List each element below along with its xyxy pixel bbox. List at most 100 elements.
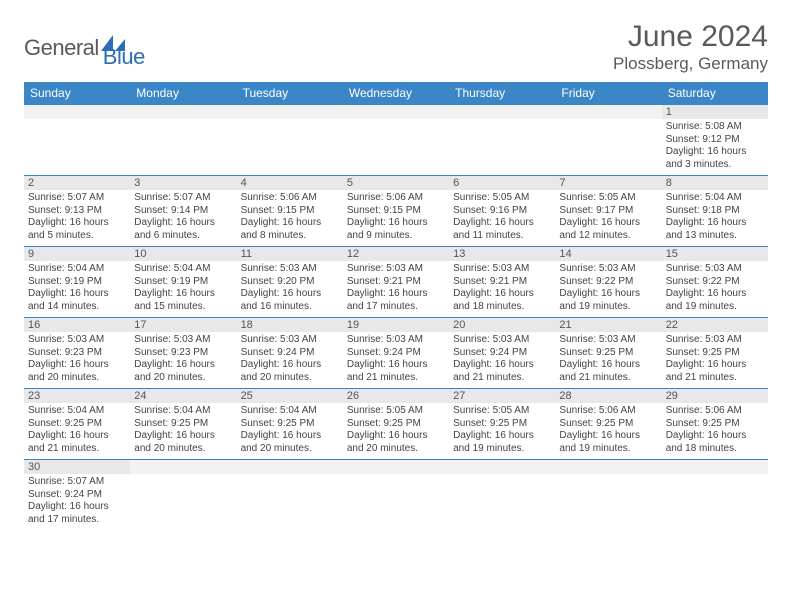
- day-cell-line: Sunset: 9:24 PM: [28, 489, 126, 502]
- day-cell: Sunrise: 5:03 AMSunset: 9:24 PMDaylight:…: [343, 332, 449, 389]
- day-cell-line: and 13 minutes.: [666, 230, 764, 243]
- day-cell-line: Sunrise: 5:03 AM: [453, 334, 551, 347]
- day-number: 25: [237, 389, 343, 404]
- day-cell: Sunrise: 5:05 AMSunset: 9:17 PMDaylight:…: [555, 190, 661, 247]
- content-row: Sunrise: 5:04 AMSunset: 9:25 PMDaylight:…: [24, 403, 768, 460]
- day-number: [449, 105, 555, 120]
- calendar-table: Sunday Monday Tuesday Wednesday Thursday…: [24, 82, 768, 530]
- day-cell: Sunrise: 5:06 AMSunset: 9:15 PMDaylight:…: [237, 190, 343, 247]
- day-number: 17: [130, 318, 236, 333]
- day-cell: Sunrise: 5:05 AMSunset: 9:25 PMDaylight:…: [343, 403, 449, 460]
- day-number: 5: [343, 176, 449, 191]
- day-cell-line: Sunrise: 5:05 AM: [347, 405, 445, 418]
- day-cell-line: Daylight: 16 hours: [559, 288, 657, 301]
- day-number: 28: [555, 389, 661, 404]
- day-cell: Sunrise: 5:03 AMSunset: 9:21 PMDaylight:…: [449, 261, 555, 318]
- day-cell: [343, 119, 449, 176]
- day-cell-line: Daylight: 16 hours: [347, 217, 445, 230]
- day-cell: Sunrise: 5:06 AMSunset: 9:25 PMDaylight:…: [555, 403, 661, 460]
- day-cell: [237, 474, 343, 530]
- day-cell: Sunrise: 5:06 AMSunset: 9:25 PMDaylight:…: [662, 403, 768, 460]
- day-cell: [555, 474, 661, 530]
- day-cell-line: and 20 minutes.: [28, 372, 126, 385]
- day-cell-line: Sunset: 9:14 PM: [134, 205, 232, 218]
- day-cell-line: Sunrise: 5:04 AM: [666, 192, 764, 205]
- day-cell-line: Sunrise: 5:04 AM: [241, 405, 339, 418]
- day-cell-line: Daylight: 16 hours: [28, 288, 126, 301]
- day-cell-line: Sunrise: 5:06 AM: [347, 192, 445, 205]
- day-cell-line: Sunrise: 5:04 AM: [134, 263, 232, 276]
- content-row: Sunrise: 5:07 AMSunset: 9:24 PMDaylight:…: [24, 474, 768, 530]
- day-number: 29: [662, 389, 768, 404]
- day-number: [237, 460, 343, 475]
- day-cell-line: Sunrise: 5:03 AM: [241, 263, 339, 276]
- day-cell-line: Daylight: 16 hours: [453, 217, 551, 230]
- day-cell-line: Daylight: 16 hours: [28, 359, 126, 372]
- day-cell-line: Sunset: 9:25 PM: [453, 418, 551, 431]
- day-cell-line: Sunrise: 5:03 AM: [453, 263, 551, 276]
- day-cell-line: Sunset: 9:15 PM: [347, 205, 445, 218]
- logo: General Blue: [24, 26, 145, 70]
- day-cell: Sunrise: 5:04 AMSunset: 9:18 PMDaylight:…: [662, 190, 768, 247]
- day-cell: Sunrise: 5:03 AMSunset: 9:23 PMDaylight:…: [130, 332, 236, 389]
- day-number: 16: [24, 318, 130, 333]
- day-cell-line: and 19 minutes.: [666, 301, 764, 314]
- day-cell-line: and 14 minutes.: [28, 301, 126, 314]
- weekday-header: Monday: [130, 82, 236, 105]
- day-number: [130, 105, 236, 120]
- day-number: 21: [555, 318, 661, 333]
- day-cell-line: Daylight: 16 hours: [134, 217, 232, 230]
- day-cell-line: Sunset: 9:24 PM: [347, 347, 445, 360]
- daynum-row: 16171819202122: [24, 318, 768, 333]
- day-cell-line: Daylight: 16 hours: [453, 359, 551, 372]
- day-cell-line: Sunrise: 5:03 AM: [134, 334, 232, 347]
- day-cell-line: and 20 minutes.: [347, 443, 445, 456]
- day-cell-line: Daylight: 16 hours: [666, 146, 764, 159]
- location-label: Plossberg, Germany: [613, 54, 768, 74]
- day-cell-line: and 20 minutes.: [134, 443, 232, 456]
- day-cell-line: Daylight: 16 hours: [666, 288, 764, 301]
- day-cell: [555, 119, 661, 176]
- day-cell-line: Sunrise: 5:06 AM: [666, 405, 764, 418]
- day-cell-line: and 20 minutes.: [241, 372, 339, 385]
- day-cell-line: Daylight: 16 hours: [666, 359, 764, 372]
- day-number: 10: [130, 247, 236, 262]
- day-cell-line: Sunrise: 5:03 AM: [666, 263, 764, 276]
- day-cell-line: Daylight: 16 hours: [241, 430, 339, 443]
- day-cell-line: Sunset: 9:25 PM: [666, 347, 764, 360]
- day-number: 15: [662, 247, 768, 262]
- day-cell-line: and 21 minutes.: [453, 372, 551, 385]
- daynum-row: 30: [24, 460, 768, 475]
- day-cell-line: and 15 minutes.: [134, 301, 232, 314]
- day-number: 6: [449, 176, 555, 191]
- day-cell-line: Daylight: 16 hours: [134, 288, 232, 301]
- weekday-header: Wednesday: [343, 82, 449, 105]
- day-cell: Sunrise: 5:03 AMSunset: 9:22 PMDaylight:…: [662, 261, 768, 318]
- day-cell-line: and 18 minutes.: [666, 443, 764, 456]
- day-cell-line: Sunset: 9:25 PM: [347, 418, 445, 431]
- day-number: 4: [237, 176, 343, 191]
- day-cell-line: Sunset: 9:25 PM: [559, 418, 657, 431]
- day-cell-line: Daylight: 16 hours: [559, 217, 657, 230]
- day-cell: Sunrise: 5:04 AMSunset: 9:19 PMDaylight:…: [130, 261, 236, 318]
- day-cell-line: Sunrise: 5:05 AM: [453, 192, 551, 205]
- logo-text-blue: Blue: [103, 44, 145, 70]
- day-number: 19: [343, 318, 449, 333]
- day-cell-line: and 20 minutes.: [241, 443, 339, 456]
- day-cell-line: Sunrise: 5:03 AM: [347, 263, 445, 276]
- day-cell: Sunrise: 5:03 AMSunset: 9:20 PMDaylight:…: [237, 261, 343, 318]
- day-cell-line: Daylight: 16 hours: [241, 288, 339, 301]
- day-cell-line: Daylight: 16 hours: [666, 217, 764, 230]
- day-number: [130, 460, 236, 475]
- day-cell-line: Sunrise: 5:03 AM: [559, 263, 657, 276]
- day-cell-line: Daylight: 16 hours: [666, 430, 764, 443]
- day-cell-line: and 19 minutes.: [559, 301, 657, 314]
- day-cell: Sunrise: 5:07 AMSunset: 9:13 PMDaylight:…: [24, 190, 130, 247]
- day-number: [449, 460, 555, 475]
- day-number: [343, 105, 449, 120]
- day-cell-line: Sunset: 9:25 PM: [666, 418, 764, 431]
- day-cell: Sunrise: 5:05 AMSunset: 9:16 PMDaylight:…: [449, 190, 555, 247]
- day-cell-line: Daylight: 16 hours: [28, 430, 126, 443]
- day-cell-line: Sunset: 9:13 PM: [28, 205, 126, 218]
- day-cell-line: and 21 minutes.: [347, 372, 445, 385]
